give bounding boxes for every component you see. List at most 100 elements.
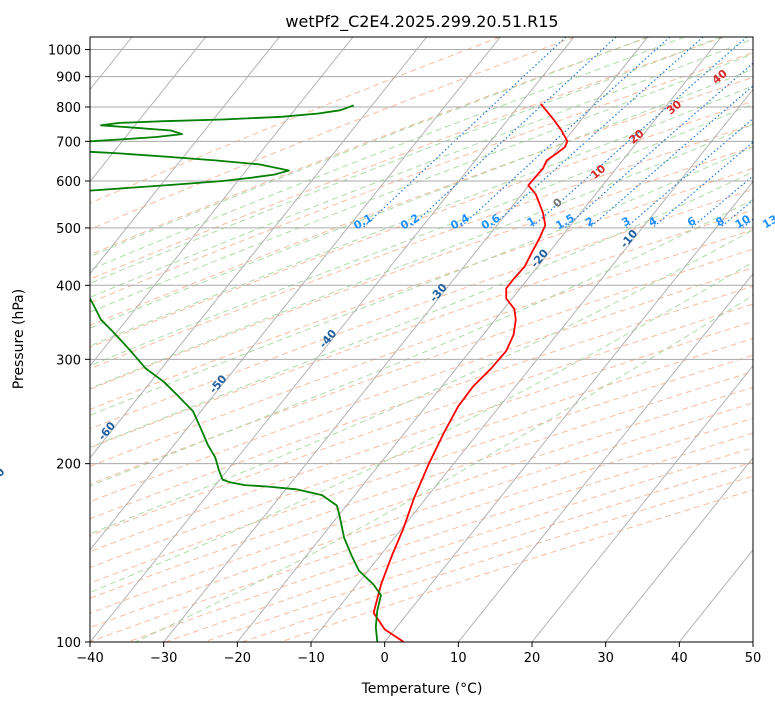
- moist-adiabat: [90, 146, 753, 416]
- dry-adiabat-label: -10: [618, 227, 641, 251]
- dry-adiabat: [203, 461, 753, 642]
- isotherm: [90, 37, 207, 183]
- dry-adiabat: [90, 417, 753, 642]
- isotherm: [605, 457, 753, 642]
- y-tick-label: 900: [56, 71, 81, 86]
- mixing-ratio-label: 1: [525, 214, 538, 229]
- dry-adiabat: [90, 37, 650, 256]
- mixing-ratio-line: [652, 141, 753, 229]
- isotherm: [310, 88, 753, 642]
- moist-adiabat: [90, 53, 753, 313]
- dry-adiabat: [90, 76, 753, 326]
- series-line-2: [90, 150, 290, 192]
- moist-adiabat: [90, 85, 753, 347]
- mixing-ratio-label: 1.5: [553, 211, 576, 232]
- y-tick-label: 200: [56, 458, 81, 473]
- y-tick-label: 800: [56, 101, 81, 116]
- moist-adiabat: [90, 198, 753, 487]
- y-tick-label: 1000: [48, 44, 81, 59]
- isotherm: [90, 37, 501, 551]
- x-tick-label: −30: [150, 651, 177, 666]
- x-axis-label: Temperature (°C): [361, 681, 483, 697]
- isotherm: [236, 37, 722, 642]
- dry-adiabat: [90, 229, 753, 467]
- x-tick-label: −20: [224, 651, 251, 666]
- x-tick-label: −10: [297, 651, 324, 666]
- dry-adiabat: [90, 267, 753, 503]
- x-tick-label: 30: [597, 651, 614, 666]
- moist-adiabat: [90, 37, 648, 258]
- mixing-ratio-line: [770, 37, 775, 228]
- mixing-ratio-line: [564, 62, 753, 229]
- dry-adiabat-label: -70: [0, 465, 8, 489]
- dry-adiabat: [165, 447, 753, 642]
- isotherm: [457, 272, 753, 642]
- dry-adiabat: [90, 402, 753, 629]
- dry-adiabat-label: -40: [317, 327, 340, 351]
- moist-adiabat: [90, 123, 753, 389]
- background-lines: [90, 37, 775, 642]
- moist-adiabat: [90, 229, 753, 535]
- moist-adiabat: [90, 37, 722, 284]
- x-tick-label: −40: [76, 651, 103, 666]
- x-tick-label: 0: [381, 651, 389, 666]
- dry-adiabat: [90, 371, 753, 599]
- y-tick-label: 300: [56, 353, 81, 368]
- mixing-ratio-label: 3: [620, 214, 633, 229]
- sounding-profiles: [90, 103, 569, 642]
- isotherm: [90, 37, 428, 459]
- y-tick-label: 700: [56, 135, 81, 150]
- mixing-ratio-label: 2: [583, 214, 596, 229]
- dry-adiabat: [90, 100, 753, 348]
- chart-title: wetPf2_C2E4.2025.299.20.51.R15: [285, 12, 558, 32]
- dry-adiabat: [90, 209, 753, 449]
- x-tick-label: 50: [745, 651, 762, 666]
- y-tick-label: 600: [56, 175, 81, 190]
- mixing-ratio-line: [742, 218, 753, 229]
- dry-adiabat: [90, 321, 753, 553]
- mixing-ratio-label: 6: [685, 214, 698, 229]
- series-line-0: [372, 103, 569, 642]
- moist-adiabat-label: 40: [710, 67, 730, 87]
- moist-adiabat: [90, 68, 753, 329]
- mixing-ratio-label: 0.6: [479, 211, 503, 232]
- isotherm: [678, 549, 753, 642]
- moist-adiabat: [135, 294, 753, 642]
- isotherm: [90, 37, 354, 367]
- dry-adiabat-label: -30: [427, 281, 450, 305]
- dry-adiabat: [90, 37, 575, 231]
- mixing-ratio-label: 13: [760, 212, 775, 231]
- dry-adiabat: [90, 146, 753, 390]
- plot-frame: [89, 36, 754, 643]
- moist-adiabat: [90, 37, 685, 271]
- x-axis-ticks: −40 −30 −20 −10 0 10 20 30 40 50: [76, 642, 761, 666]
- isotherm: [384, 180, 753, 642]
- dry-adiabat: [90, 123, 753, 370]
- mixing-ratio-line: [690, 175, 753, 229]
- mixing-ratio-label: 0.2: [398, 211, 421, 232]
- isotherm: [90, 37, 575, 642]
- dry-adiabat-label: -60: [96, 419, 119, 443]
- isotherm: [163, 37, 649, 642]
- dry-adiabat: [90, 37, 501, 204]
- isotherm: [531, 364, 753, 642]
- mixing-ratio-line: [719, 199, 753, 229]
- dry-adiabat: [90, 285, 753, 520]
- line-annotations: -100-90-80-70-60-50-40-30-20-100.10.20.4…: [0, 67, 775, 489]
- mixing-ratio-label: 0.4: [448, 211, 472, 232]
- series-line-1: [90, 298, 382, 642]
- x-tick-label: 40: [671, 651, 688, 666]
- series-line-3: [90, 104, 355, 143]
- isotherm: [752, 641, 753, 642]
- mixing-ratio-line: [490, 37, 704, 229]
- moist-adiabat: [90, 261, 753, 593]
- x-tick-label: 20: [524, 651, 541, 666]
- y-axis-label: Pressure (hPa): [11, 289, 27, 389]
- isotherm: [90, 37, 280, 275]
- dry-adiabat-label: -20: [528, 246, 551, 270]
- dry-adiabat: [90, 338, 753, 569]
- mixing-ratio-line: [409, 37, 617, 229]
- dry-adiabat: [90, 167, 753, 410]
- y-tick-label: 500: [56, 222, 81, 237]
